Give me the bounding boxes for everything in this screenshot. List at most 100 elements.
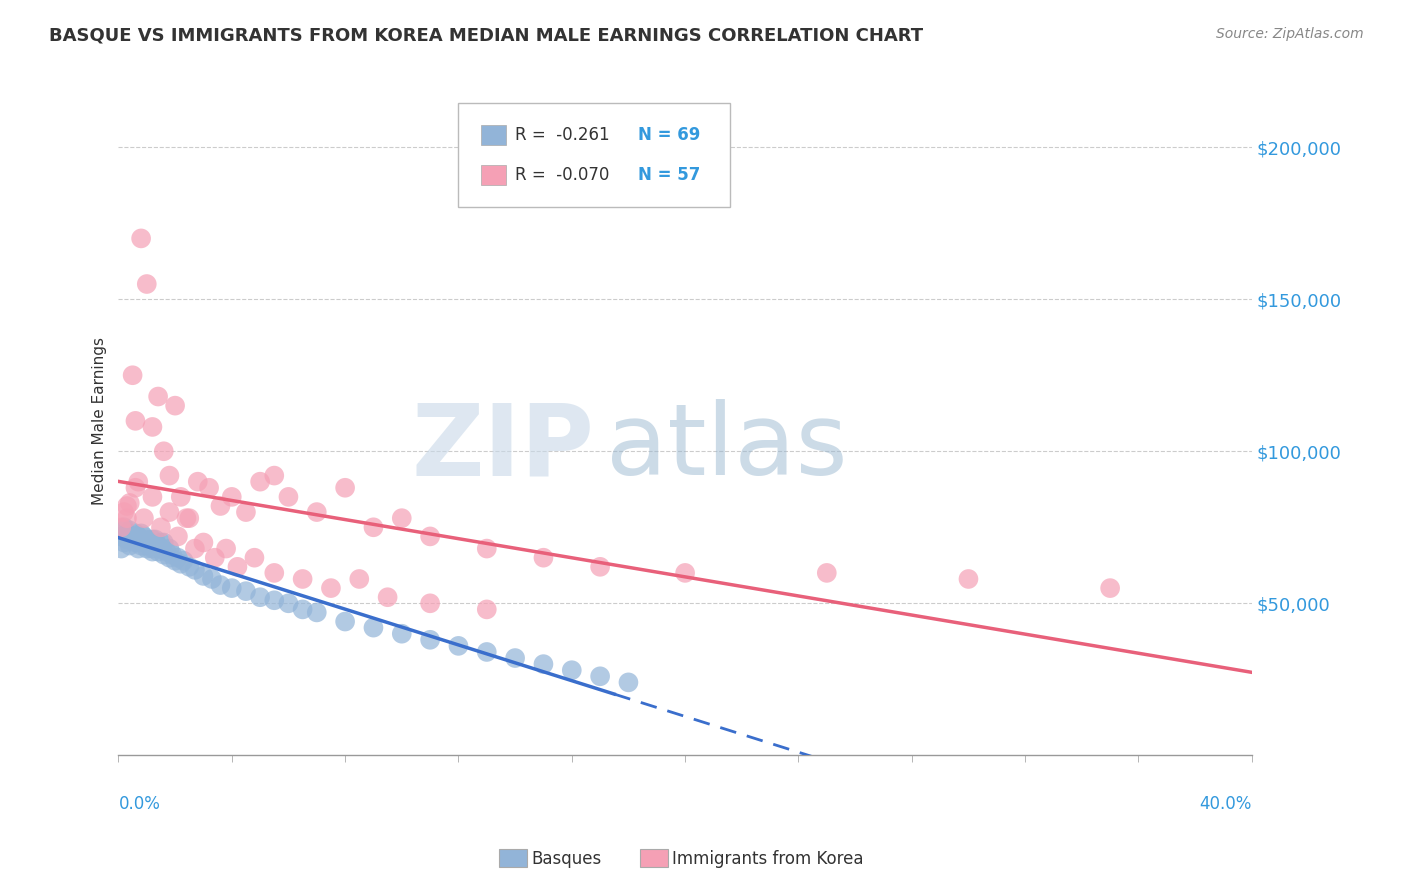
Point <box>209 578 232 592</box>
Point <box>112 505 135 519</box>
Point <box>138 535 160 549</box>
Point <box>129 539 152 553</box>
Point <box>146 539 169 553</box>
Point <box>143 533 166 547</box>
Text: N = 69: N = 69 <box>637 126 700 145</box>
Point <box>533 550 555 565</box>
Point <box>143 539 166 553</box>
Point <box>235 505 257 519</box>
Point <box>184 563 207 577</box>
Text: R =  -0.070: R = -0.070 <box>515 166 609 185</box>
Point <box>333 615 356 629</box>
Point <box>617 675 640 690</box>
Point <box>149 535 172 549</box>
Point <box>419 529 441 543</box>
Point <box>110 520 132 534</box>
Point <box>179 511 201 525</box>
Point <box>291 572 314 586</box>
Point <box>112 524 135 538</box>
Point <box>263 566 285 580</box>
Point <box>419 596 441 610</box>
FancyBboxPatch shape <box>458 103 731 207</box>
Point <box>319 581 342 595</box>
Point <box>589 669 612 683</box>
Point <box>159 505 181 519</box>
Point <box>184 541 207 556</box>
Point <box>209 499 232 513</box>
Point <box>589 559 612 574</box>
Text: N = 57: N = 57 <box>637 166 700 185</box>
Point <box>115 511 138 525</box>
Point <box>277 596 299 610</box>
FancyBboxPatch shape <box>481 125 506 145</box>
Text: Immigrants from Korea: Immigrants from Korea <box>672 850 863 868</box>
Point <box>957 572 980 586</box>
Point <box>243 550 266 565</box>
Point <box>263 468 285 483</box>
Point <box>141 420 163 434</box>
Point <box>170 490 193 504</box>
Point <box>124 526 146 541</box>
Point <box>132 511 155 525</box>
Point <box>475 541 498 556</box>
Point <box>124 529 146 543</box>
Point <box>121 368 143 383</box>
Point <box>118 533 141 547</box>
Point <box>198 481 221 495</box>
Point <box>112 535 135 549</box>
Point <box>215 541 238 556</box>
Point <box>112 520 135 534</box>
Point <box>815 566 838 580</box>
Point <box>141 490 163 504</box>
Point <box>305 505 328 519</box>
Point <box>349 572 371 586</box>
Y-axis label: Median Male Earnings: Median Male Earnings <box>93 337 107 505</box>
Point <box>333 481 356 495</box>
Point <box>129 526 152 541</box>
Point <box>115 533 138 547</box>
Point <box>165 399 187 413</box>
Point <box>475 645 498 659</box>
Point <box>149 541 172 556</box>
Point <box>135 535 157 549</box>
Point <box>193 535 215 549</box>
Point <box>447 639 470 653</box>
Point <box>124 414 146 428</box>
Point <box>193 569 215 583</box>
Point <box>132 529 155 543</box>
Point <box>561 663 583 677</box>
Text: Source: ZipAtlas.com: Source: ZipAtlas.com <box>1216 27 1364 41</box>
Point <box>121 533 143 547</box>
Point <box>419 632 441 647</box>
Point <box>152 444 174 458</box>
Point <box>1099 581 1122 595</box>
Point <box>141 533 163 547</box>
Point <box>146 390 169 404</box>
Point <box>179 559 201 574</box>
Point <box>204 550 226 565</box>
Point <box>187 475 209 489</box>
Point <box>277 490 299 504</box>
Text: Basques: Basques <box>531 850 602 868</box>
Point <box>165 554 187 568</box>
Point <box>263 593 285 607</box>
Point <box>377 591 399 605</box>
Point <box>118 539 141 553</box>
Point <box>146 544 169 558</box>
Point <box>363 520 385 534</box>
Point <box>235 584 257 599</box>
Point <box>135 277 157 291</box>
Text: BASQUE VS IMMIGRANTS FROM KOREA MEDIAN MALE EARNINGS CORRELATION CHART: BASQUE VS IMMIGRANTS FROM KOREA MEDIAN M… <box>49 27 924 45</box>
Point <box>118 496 141 510</box>
Point <box>291 602 314 616</box>
Point <box>141 541 163 556</box>
Point <box>305 606 328 620</box>
Point <box>159 550 181 565</box>
Point <box>127 541 149 556</box>
Point <box>170 557 193 571</box>
Point <box>124 535 146 549</box>
Text: atlas: atlas <box>606 399 848 496</box>
Point <box>159 541 181 556</box>
Point <box>132 535 155 549</box>
Point <box>124 481 146 495</box>
